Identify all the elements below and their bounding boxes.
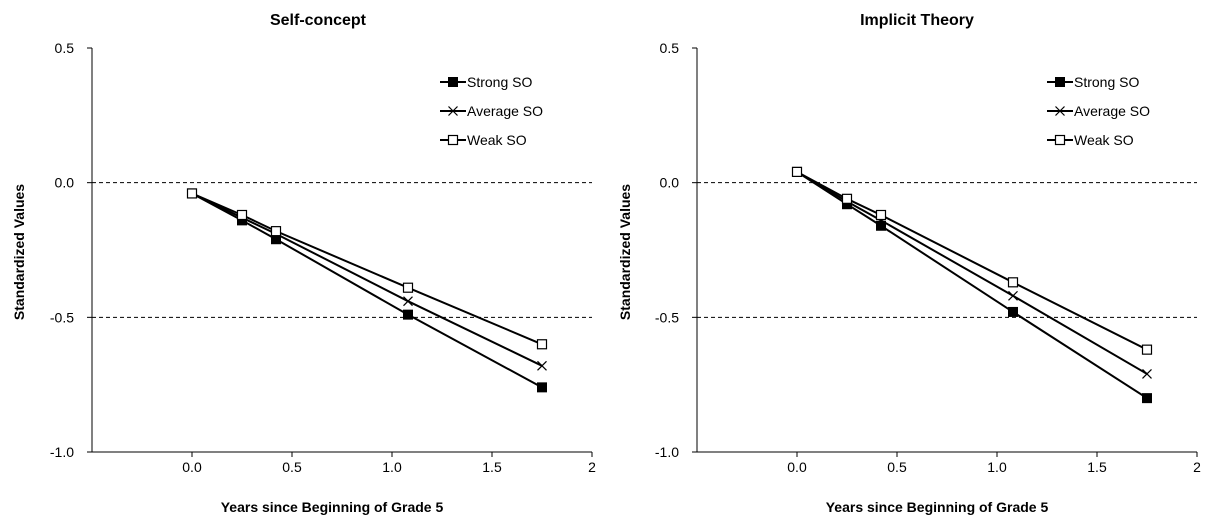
legend-label-weak-so: Weak SO xyxy=(467,132,527,148)
data-point-strong-so xyxy=(1142,393,1152,404)
y-tick-label: -0.5 xyxy=(655,309,679,325)
series-points-weak-so xyxy=(791,166,1153,355)
data-point-weak-so xyxy=(1141,344,1153,355)
data-point-weak-so xyxy=(186,188,198,199)
legend: Strong SO Average SO Weak SO xyxy=(1047,74,1150,148)
legend-marker-strong-so xyxy=(448,77,458,87)
data-point-weak-so xyxy=(536,339,548,350)
x-tick-label: 2 xyxy=(588,459,596,475)
data-point-average-so xyxy=(537,360,547,371)
legend-marker-weak-so xyxy=(1054,134,1066,146)
data-point-average-so xyxy=(1008,290,1018,301)
y-tick-label: 0.5 xyxy=(55,40,75,56)
y-axis-label: Standardized Values xyxy=(617,184,633,320)
data-point-weak-so xyxy=(402,282,414,293)
chart-implicit-theory: Implicit Theory 0.5 0.0 -0.5 -1.0 0.0 0.5 1.0 1.… xyxy=(606,0,1212,522)
chart-title: Self-concept xyxy=(270,12,367,29)
y-tick-label: 0.0 xyxy=(660,175,680,191)
data-point-strong-so xyxy=(537,382,547,393)
x-tick-label: 0.5 xyxy=(282,459,302,475)
chart-svg-0: Self-concept 0.5 0.0 -0.5 -1.0 0.0 0.5 1.0 1.5 2 Y… xyxy=(11,12,596,515)
x-tick-label: 0.0 xyxy=(182,459,202,475)
data-point-strong-so xyxy=(403,309,413,320)
data-point-weak-so xyxy=(1007,277,1019,288)
x-axis-label: Years since Beginning of Grade 5 xyxy=(221,499,444,515)
y-axis-label: Standardized Values xyxy=(11,184,27,320)
legend-marker-weak-so xyxy=(447,134,459,146)
y-tick-label: -0.5 xyxy=(50,309,74,325)
data-point-weak-so xyxy=(791,166,803,177)
data-point-strong-so xyxy=(1008,306,1018,317)
x-tick-label: 1.5 xyxy=(482,459,502,475)
y-tick-label: 0.0 xyxy=(55,175,75,191)
data-point-weak-so xyxy=(236,209,248,221)
data-point-weak-so xyxy=(270,226,282,237)
x-tick-label: 1.0 xyxy=(987,459,1007,475)
series-points-weak-so xyxy=(186,188,548,350)
legend-marker-average-so xyxy=(448,106,458,116)
legend: Strong SO Average SO Weak SO xyxy=(440,74,543,148)
data-point-weak-so xyxy=(875,209,887,221)
data-point-average-so xyxy=(403,296,413,307)
legend-label-strong-so: Strong SO xyxy=(1074,74,1139,90)
x-axis-label: Years since Beginning of Grade 5 xyxy=(826,499,1049,515)
y-tick-label: -1.0 xyxy=(50,444,74,460)
legend-marker-average-so xyxy=(1055,106,1065,116)
y-tick-label: 0.5 xyxy=(660,40,680,56)
x-tick-label: 0.5 xyxy=(887,459,907,475)
legend-label-average-so: Average SO xyxy=(1074,103,1150,119)
legend-label-average-so: Average SO xyxy=(467,103,543,119)
x-tick-label: 1.5 xyxy=(1087,459,1107,475)
legend-label-weak-so: Weak SO xyxy=(1074,132,1134,148)
legend-label-strong-so: Strong SO xyxy=(467,74,532,90)
x-tick-label: 1.0 xyxy=(382,459,402,475)
data-point-average-so xyxy=(1142,368,1152,379)
legend-marker-strong-so xyxy=(1055,77,1065,87)
chart-title: Implicit Theory xyxy=(860,12,974,29)
data-point-weak-so xyxy=(841,193,853,204)
chart-svg-1: Implicit Theory 0.5 0.0 -0.5 -1.0 0.0 0.5 1.0 1.… xyxy=(617,12,1201,515)
data-point-strong-so xyxy=(876,220,886,231)
x-tick-label: 0.0 xyxy=(787,459,807,475)
y-tick-label: -1.0 xyxy=(655,444,679,460)
x-tick-label: 2 xyxy=(1193,459,1201,475)
chart-self-concept: Self-concept 0.5 0.0 -0.5 -1.0 0.0 0.5 1.0 1.5 2 Y… xyxy=(0,0,606,522)
